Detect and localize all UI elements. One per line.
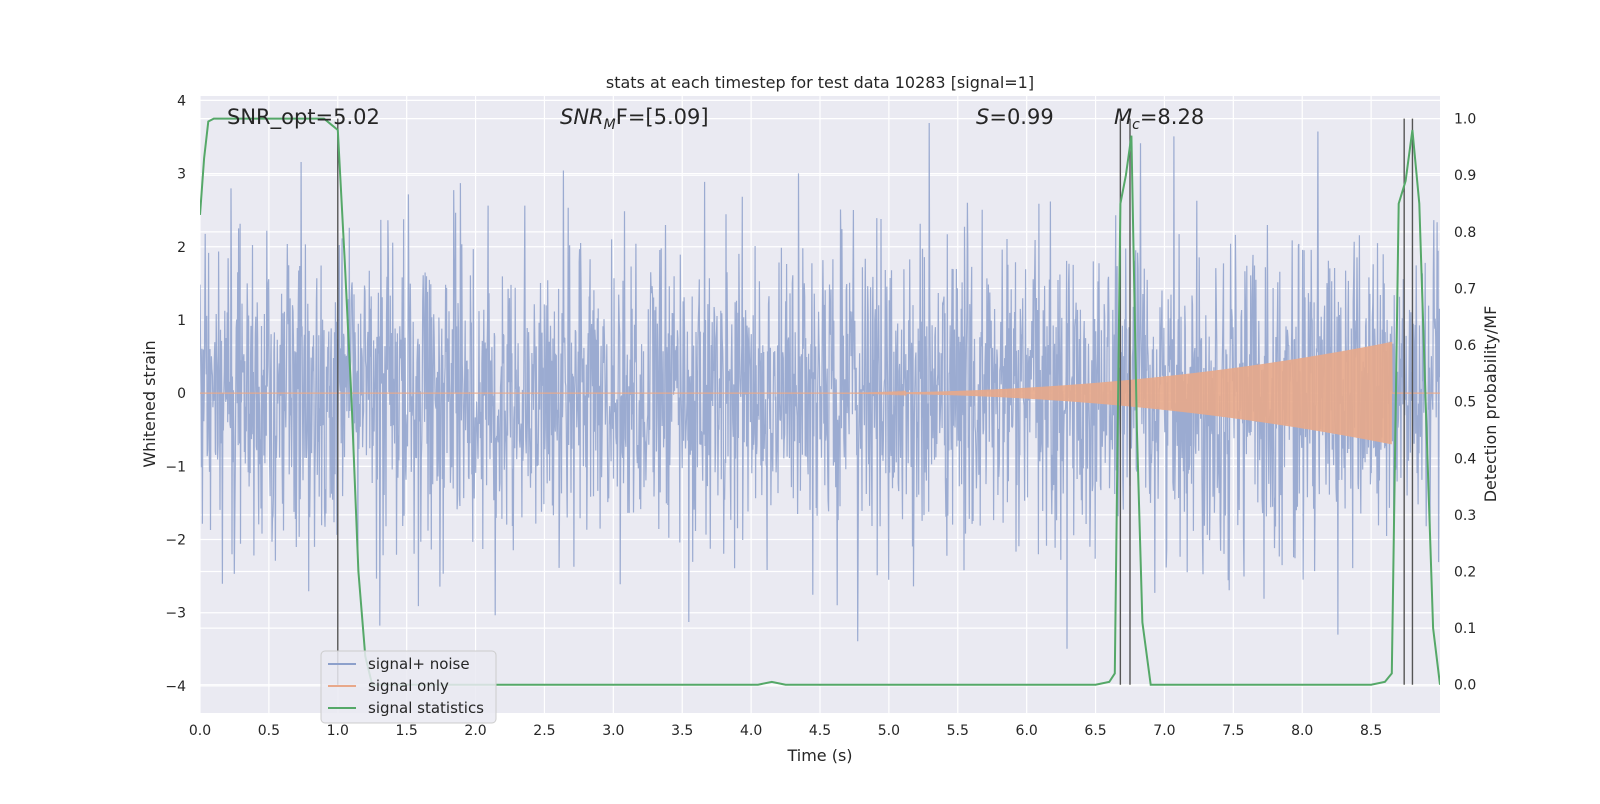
x-tick-label: 5.0 <box>878 723 900 739</box>
signal-noise-series <box>200 122 1440 649</box>
annotation-snr-mf: SNRMF=[5.09] <box>560 105 709 133</box>
legend-label-signal-only: signal only <box>368 677 449 695</box>
annotation-snr-opt: SNR_opt=5.02 <box>227 105 380 130</box>
right-y-tick-label: 0.6 <box>1454 338 1476 354</box>
signal-statistics-series <box>200 117 1440 686</box>
left-y-tick-label: 3 <box>177 167 186 183</box>
x-tick-label: 1.0 <box>327 723 349 739</box>
x-tick-label: 3.5 <box>671 723 693 739</box>
right-y-tick-labels: 1.0 0.9 0.8 0.7 0.6 0.5 0.4 0.3 0.2 0.1 0.0 <box>1454 112 1476 694</box>
x-tick-label: 2.5 <box>533 723 555 739</box>
left-y-tick-label: 4 <box>177 93 186 109</box>
x-tick-label: 6.0 <box>1016 723 1038 739</box>
right-y-tick-label: 0.5 <box>1454 395 1476 411</box>
right-y-tick-label: 0.4 <box>1454 451 1476 467</box>
x-tick-label: 2.0 <box>464 723 486 739</box>
right-y-tick-label: 0.3 <box>1454 508 1476 524</box>
x-tick-labels: 0.0 0.5 1.0 1.5 2.0 2.5 3.0 3.5 4.0 4.5 5.0 5.5 6.0 6… <box>189 723 1382 739</box>
x-tick-label: 3.0 <box>602 723 624 739</box>
left-y-tick-label: −2 <box>165 533 186 549</box>
left-y-tick-label: 1 <box>177 313 186 329</box>
vertical-markers <box>337 118 1414 685</box>
right-y-tick-label: 0.9 <box>1454 168 1476 184</box>
left-y-tick-label: 0 <box>177 386 186 402</box>
legend: signal+ noise signal only signal statist… <box>320 650 497 724</box>
left-y-axis-label: Whitened strain <box>140 340 159 467</box>
x-tick-label: 8.5 <box>1360 723 1382 739</box>
x-tick-label: 5.5 <box>947 723 969 739</box>
right-y-tick-label: 0.0 <box>1454 678 1476 694</box>
x-tick-label: 8.0 <box>1291 723 1313 739</box>
x-tick-label: 7.0 <box>1153 723 1175 739</box>
x-tick-label: 6.5 <box>1084 723 1106 739</box>
legend-label-signal-statistics: signal statistics <box>368 699 484 717</box>
left-y-tick-label: −3 <box>165 606 186 622</box>
signal-statistics-line <box>200 117 1440 686</box>
signal-only-series <box>200 341 1440 445</box>
legend-label-signal-noise: signal+ noise <box>368 655 470 673</box>
right-y-tick-label: 0.2 <box>1454 564 1476 580</box>
annotation-mc: Mc=8.28 <box>1114 105 1204 133</box>
left-y-tick-label: −1 <box>165 459 186 475</box>
signal-only-line <box>200 341 1440 445</box>
left-y-tick-labels: 4 3 2 1 0 −1 −2 −3 −4 <box>165 93 186 695</box>
x-tick-label: 0.5 <box>258 723 280 739</box>
left-y-tick-label: −4 <box>165 679 186 695</box>
right-y-axis-label: Detection probability/MF <box>1481 306 1500 503</box>
chart-title: stats at each timestep for test data 102… <box>606 73 1034 92</box>
x-tick-label: 1.5 <box>396 723 418 739</box>
right-y-tick-label: 1.0 <box>1454 112 1476 128</box>
signal-noise-line <box>200 122 1440 649</box>
x-tick-label: 0.0 <box>189 723 211 739</box>
right-y-tick-label: 0.8 <box>1454 225 1476 241</box>
right-y-tick-label: 0.1 <box>1454 621 1476 637</box>
x-tick-label: 4.0 <box>740 723 762 739</box>
right-y-tick-label: 0.7 <box>1454 281 1476 297</box>
left-y-tick-label: 2 <box>177 240 186 256</box>
x-tick-label: 4.5 <box>809 723 831 739</box>
x-axis-label: Time (s) <box>786 746 852 765</box>
annotation-s: S=0.99 <box>976 105 1054 129</box>
legend-box <box>320 650 497 724</box>
x-tick-label: 7.5 <box>1222 723 1244 739</box>
